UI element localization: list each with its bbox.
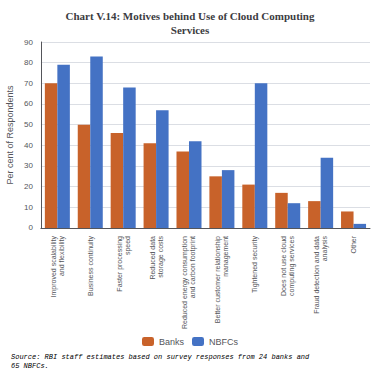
svg-text:and flexibility: and flexibility	[58, 235, 66, 276]
svg-text:10: 10	[24, 203, 33, 212]
svg-text:90: 90	[24, 38, 33, 47]
svg-text:and carbon footprint: and carbon footprint	[189, 236, 197, 298]
svg-text:Other: Other	[350, 235, 357, 253]
svg-text:Reduced energy consumption: Reduced energy consumption	[181, 236, 189, 329]
svg-text:Improved scalability: Improved scalability	[50, 235, 58, 297]
svg-text:Faster processing: Faster processing	[116, 236, 124, 292]
svg-text:Tightened security: Tightened security	[251, 235, 259, 292]
svg-text:storage costs: storage costs	[157, 236, 165, 278]
svg-text:computing services: computing services	[288, 236, 296, 296]
svg-text:40: 40	[24, 141, 33, 150]
svg-text:Source: RBI staff estimates ba: Source: RBI staff estimates based on sur…	[11, 353, 310, 361]
svg-text:Per cent of Respondents: Per cent of Respondents	[5, 85, 15, 185]
svg-text:20: 20	[24, 182, 33, 191]
svg-text:speed: speed	[124, 236, 132, 255]
svg-text:Services: Services	[171, 24, 210, 36]
svg-text:Chart V.14: Motives behind Use: Chart V.14: Motives behind Use of Cloud …	[66, 10, 315, 22]
svg-text:Business continuity: Business continuity	[87, 235, 95, 295]
svg-text:Does not use cloud: Does not use cloud	[280, 236, 287, 296]
svg-text:70: 70	[24, 79, 33, 88]
svg-text:management: management	[222, 236, 230, 277]
svg-text:60: 60	[24, 99, 33, 108]
svg-text:Reduced data: Reduced data	[149, 236, 156, 280]
svg-text:65 NBFCs.: 65 NBFCs.	[11, 362, 49, 370]
svg-text:30: 30	[24, 161, 33, 170]
svg-text:Banks: Banks	[159, 337, 185, 347]
svg-text:analysis: analysis	[321, 236, 329, 262]
svg-text:NBFCs: NBFCs	[209, 337, 238, 347]
svg-text:50: 50	[24, 120, 33, 129]
svg-text:Better customer relationship: Better customer relationship	[214, 236, 222, 323]
svg-text:80: 80	[24, 58, 33, 67]
svg-text:Fraud detection and data: Fraud detection and data	[313, 236, 320, 314]
svg-text:0: 0	[28, 223, 33, 232]
